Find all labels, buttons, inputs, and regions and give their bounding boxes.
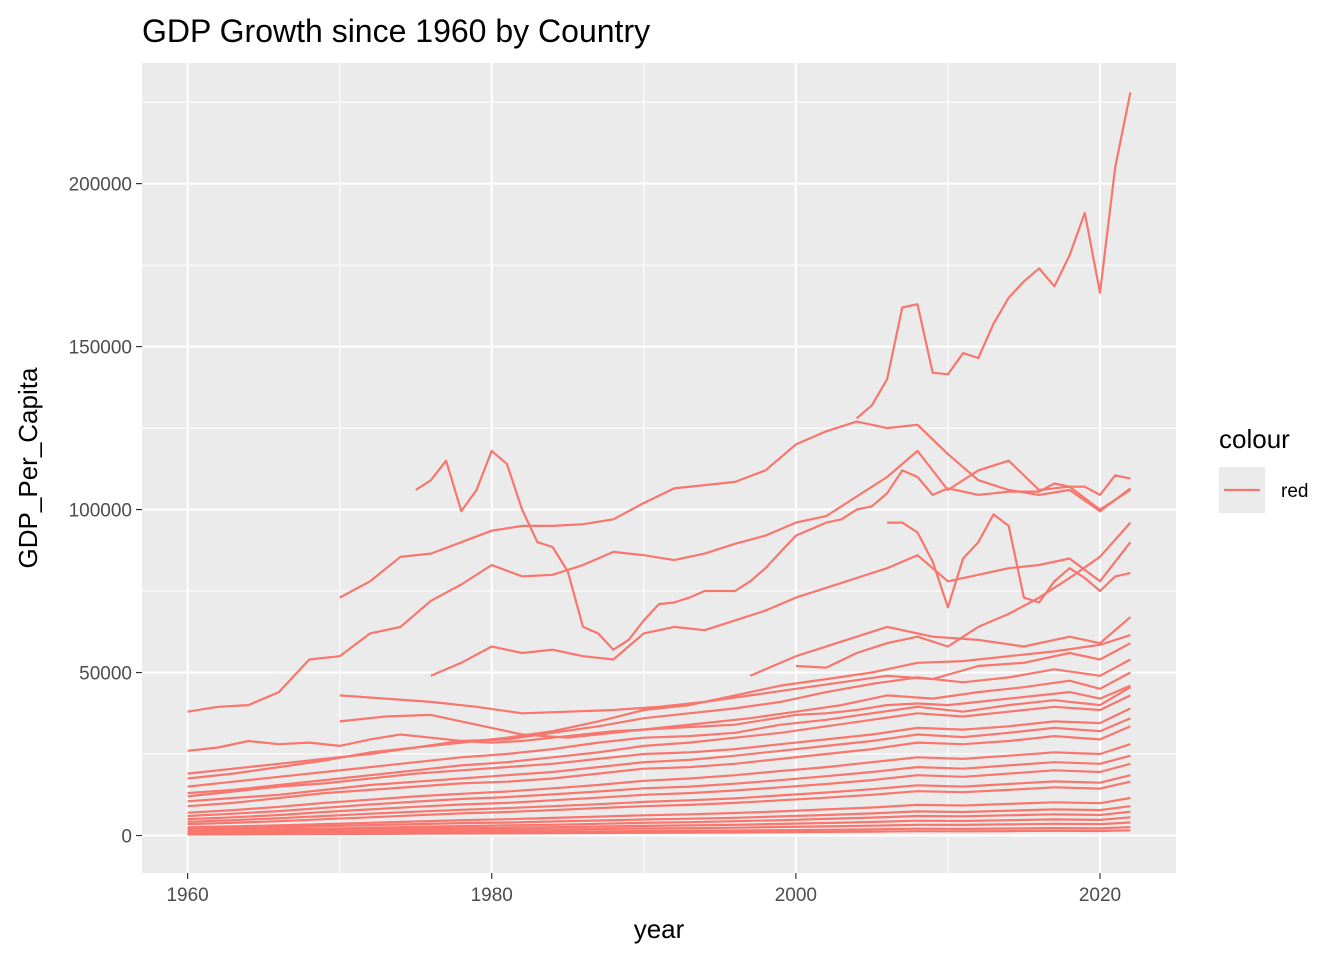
- x-tick-label: 1960: [166, 885, 208, 906]
- y-axis-title: GDP_Per_Capita: [13, 367, 43, 568]
- series-line-21: [887, 513, 1131, 609]
- series-line-20: [749, 616, 1132, 677]
- x-tick-label: 1980: [471, 885, 513, 906]
- series-line-29: [187, 816, 1131, 833]
- series-line-14: [187, 810, 1131, 832]
- series-line-25: [187, 717, 1131, 803]
- series-line-10: [187, 743, 1131, 814]
- x-tick-label: 2020: [1079, 885, 1121, 906]
- y-axis: 0 50000 100000 150000 200000: [69, 175, 142, 848]
- series-line-24: [187, 694, 1131, 795]
- y-tick-label: 50000: [79, 664, 132, 685]
- series-line-4: [187, 449, 1131, 713]
- legend-label-red: red: [1281, 481, 1308, 502]
- chart-title: GDP Growth since 1960 by Country: [142, 13, 650, 49]
- series-lines: [187, 92, 1132, 836]
- legend: colour red: [1219, 424, 1308, 513]
- x-axis: 1960 1980 2000 2020: [166, 873, 1121, 906]
- series-line-26: [187, 754, 1131, 818]
- series-line-28: [187, 805, 1131, 831]
- series-line-13: [187, 796, 1131, 829]
- x-tick-label: 2000: [775, 885, 817, 906]
- series-line-19: [430, 541, 1132, 677]
- minor-gridlines: [142, 63, 1176, 873]
- series-line-15: [187, 821, 1131, 835]
- y-tick-label: 100000: [69, 501, 132, 522]
- x-axis-title: year: [634, 914, 685, 944]
- series-line-27: [187, 774, 1131, 823]
- series-line-23: [187, 658, 1131, 780]
- series-line-2: [415, 449, 1131, 651]
- series-line-30: [187, 826, 1131, 836]
- y-tick-label: 150000: [69, 338, 132, 359]
- series-line-7: [187, 686, 1131, 788]
- series-line-5: [339, 420, 1132, 599]
- y-tick-label: 0: [121, 827, 132, 848]
- series-line-1: [855, 92, 1132, 420]
- series-line-8: [187, 707, 1131, 798]
- major-gridlines: [142, 63, 1176, 873]
- series-line-9: [187, 725, 1131, 808]
- series-line-18: [339, 671, 1131, 739]
- legend-title: colour: [1219, 424, 1290, 454]
- series-line-22: [795, 521, 1132, 669]
- series-line-11: [187, 762, 1131, 821]
- y-tick-label: 200000: [69, 175, 132, 196]
- series-line-12: [187, 780, 1131, 826]
- series-line-17: [339, 642, 1131, 715]
